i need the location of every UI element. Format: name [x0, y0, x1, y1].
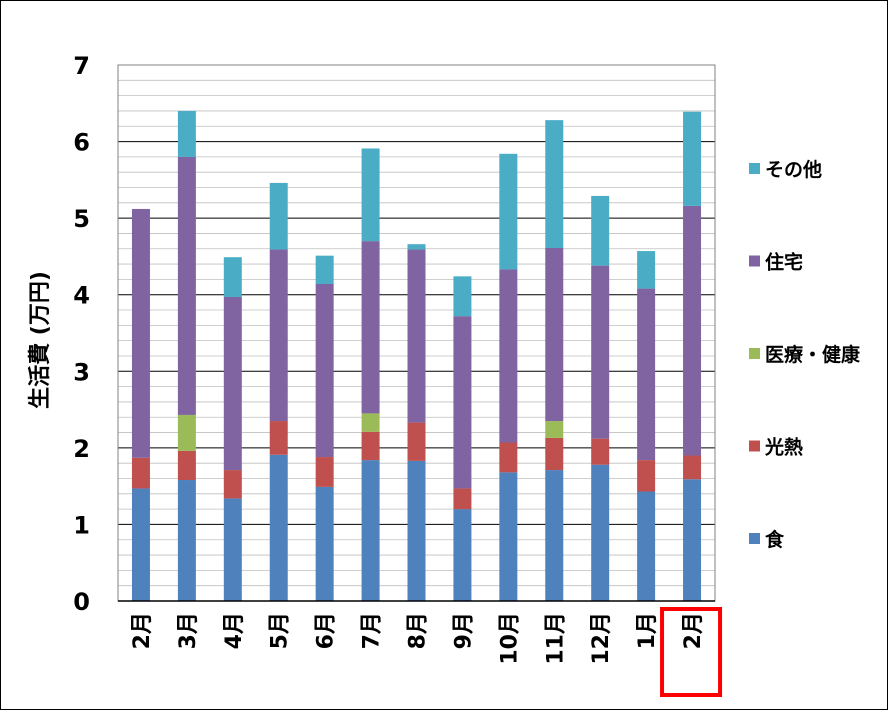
y-tick-label: 7	[73, 52, 90, 80]
legend-entry: 光熱	[749, 436, 803, 459]
x-tick-label: 4月	[222, 612, 247, 649]
bar-segment	[499, 442, 518, 473]
x-tick-labels: 2月 3月 4月 5月 6月 7月 8月 9月 10月 11月 12月 1月 2月	[130, 607, 723, 697]
bar-segment	[637, 288, 656, 461]
legend-label: 食	[765, 528, 785, 551]
bar-segment	[315, 457, 334, 487]
bar-segment	[683, 111, 702, 206]
bar-segment	[269, 249, 288, 422]
bar-segment	[591, 195, 610, 266]
bar-segment	[131, 457, 150, 489]
bar-segment	[269, 454, 288, 601]
bar-segment	[453, 276, 472, 317]
bar-segment	[223, 498, 242, 601]
legend-entry: 医療・健康	[749, 343, 861, 366]
x-tick-label: 2月	[681, 612, 706, 649]
legend-swatch	[749, 533, 760, 544]
bar-segment	[407, 460, 426, 601]
y-tick-label: 4	[73, 282, 90, 310]
y-axis-label: 生活費 (万円)	[28, 271, 53, 409]
bar-segment	[177, 156, 196, 415]
x-tick-label: 9月	[451, 612, 476, 649]
y-tick-label: 2	[73, 435, 90, 463]
x-tick-label: 5月	[268, 612, 293, 649]
bar-segment	[315, 283, 334, 458]
bar-segment	[269, 182, 288, 250]
x-tick-label: 8月	[406, 612, 431, 649]
legend-label: 光熱	[764, 436, 803, 459]
bar-segment	[223, 257, 242, 298]
bar-segment	[131, 208, 150, 458]
bar-segment	[499, 472, 518, 601]
bar-segment	[177, 480, 196, 601]
bar-segment	[591, 438, 610, 465]
bar-segment	[683, 479, 702, 601]
legend-entry: 食	[749, 528, 785, 551]
y-tick-label: 5	[73, 205, 90, 233]
bar-segment	[177, 110, 196, 157]
bar-segment	[361, 241, 380, 414]
x-tick-label: 10月	[497, 612, 522, 665]
bar-segment	[683, 205, 702, 456]
bar-segment	[545, 437, 564, 471]
bar-segment	[407, 249, 426, 423]
bar-segment	[499, 269, 518, 443]
legend-swatch	[749, 440, 760, 452]
bar-segment	[637, 251, 656, 289]
bar-segment	[361, 460, 380, 601]
highlight-box	[660, 607, 723, 697]
bar-segment	[315, 255, 334, 284]
legend-swatch	[749, 255, 760, 267]
bars	[131, 110, 702, 601]
legend-label: 医療・健康	[765, 343, 861, 366]
bar-segment	[591, 265, 610, 439]
bar-segment	[361, 148, 380, 242]
bar-segment	[269, 421, 288, 455]
y-tick-label: 0	[73, 588, 90, 616]
bar-segment	[223, 297, 242, 471]
bar-segment	[177, 414, 196, 451]
bar-segment	[361, 431, 380, 461]
bar-segment	[545, 248, 564, 422]
y-tick-label: 3	[73, 358, 90, 386]
bar-segment	[223, 470, 242, 499]
bar-segment	[637, 491, 656, 601]
x-tick-label: 11月	[543, 612, 568, 665]
bar-segment	[591, 464, 610, 601]
legend-entry: その他	[749, 158, 822, 181]
y-tick-labels: 0 1 2 3 4 5 6 7	[73, 52, 90, 616]
x-tick-label: 12月	[589, 612, 614, 665]
legend-swatch	[749, 348, 760, 359]
legend-swatch	[749, 163, 760, 174]
y-tick-label: 6	[73, 129, 90, 157]
x-tick-label: 2月	[130, 612, 155, 649]
x-tick-label: 6月	[314, 612, 339, 649]
bar-segment	[545, 120, 564, 249]
bar-segment	[453, 488, 472, 510]
bar-segment	[499, 153, 518, 270]
bar-segment	[453, 509, 472, 601]
bar-segment	[177, 450, 196, 481]
bar-segment	[683, 455, 702, 480]
bar-segment	[361, 413, 380, 432]
legend-label: 住宅	[765, 251, 803, 274]
bar-segment	[637, 460, 656, 492]
bar-segment	[545, 470, 564, 601]
y-tick-label: 1	[73, 511, 90, 539]
bar-segment	[131, 488, 150, 601]
bar-segment	[545, 421, 564, 438]
x-tick-label: 7月	[360, 612, 385, 649]
x-tick-label: 3月	[176, 612, 201, 649]
bar-segment	[407, 244, 426, 250]
x-tick-label: 1月	[635, 612, 660, 649]
bar-segment	[407, 422, 426, 461]
axes	[117, 64, 716, 602]
bar-segment	[315, 486, 334, 601]
legend-label: その他	[765, 158, 822, 181]
legend-entry: 住宅	[749, 251, 803, 274]
bar-segment	[453, 316, 472, 489]
